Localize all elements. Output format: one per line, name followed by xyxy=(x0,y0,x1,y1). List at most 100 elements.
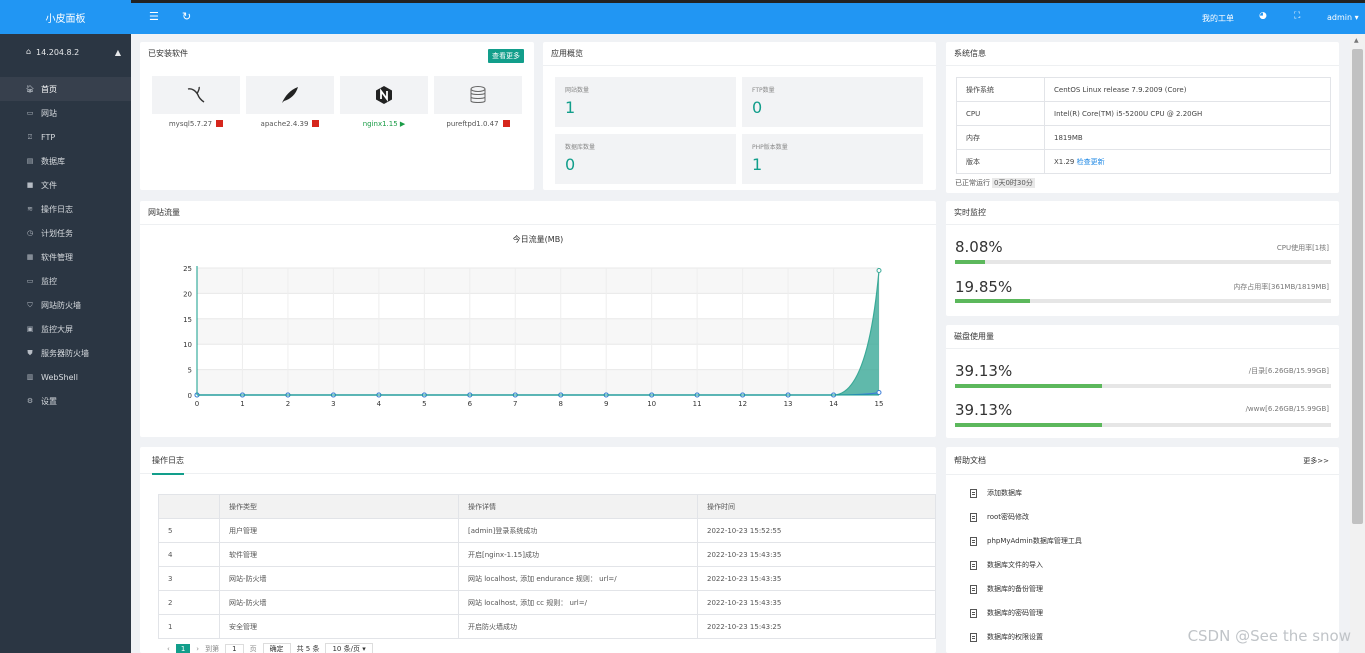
fullscreen-icon[interactable]: ⛶ xyxy=(1294,11,1301,21)
version-value: X1.29 xyxy=(1054,157,1075,166)
folder-icon: ■ xyxy=(26,181,34,189)
sidebar-item-website[interactable]: ▭ 网站 xyxy=(0,101,131,125)
help-doc-link[interactable]: 数据库的密码管理 xyxy=(970,608,1043,618)
overview-card-php[interactable]: PHP版本数量 1 xyxy=(742,134,923,184)
disk-www-label: /www[6.26GB/15.99GB] xyxy=(1245,405,1329,413)
page-unit-label: 页 xyxy=(249,645,257,653)
operation-log-table: 操作类型 操作详情 操作时间 5 用户管理 [admin]登录系统成功 2022-10… xyxy=(158,494,936,639)
help-doc-link[interactable]: phpMyAdmin数据库管理工具 xyxy=(970,536,1082,546)
goto-page-input[interactable]: 1 xyxy=(225,644,244,653)
sidebar-item-label: 文件 xyxy=(41,180,57,190)
cell-type: 安全管理 xyxy=(219,614,459,639)
total-count: 共 5 条 xyxy=(296,645,320,653)
column-header: 操作时间 xyxy=(697,494,936,519)
sidebar-item-label: WebShell xyxy=(41,372,78,382)
cell-type: 网站-防火墙 xyxy=(219,566,459,591)
username: admin xyxy=(1327,13,1353,22)
table-row: 2 网站-防火墙 网站 localhost, 添加 cc 规则： url=/2022… xyxy=(158,590,936,615)
document-icon xyxy=(970,536,977,546)
grid-band xyxy=(197,268,879,294)
server-selector[interactable]: ⌂ 14.204.8.2 ▲ xyxy=(0,37,131,67)
x-tick-label: 2 xyxy=(286,400,290,408)
running-play-icon[interactable]: ▶ xyxy=(399,120,406,128)
view-more-button[interactable]: 查看更多 xyxy=(488,49,524,63)
panel-title: 帮助文档 xyxy=(946,447,1339,475)
goto-confirm-button[interactable]: 确定 xyxy=(262,643,291,653)
x-tick-label: 3 xyxy=(331,400,335,408)
card-value: 0 xyxy=(565,155,576,174)
card-value: 0 xyxy=(752,98,763,117)
overview-card-databases[interactable]: 数据库数量 0 xyxy=(555,134,736,184)
mysql-card[interactable] xyxy=(152,76,240,114)
stopped-icon[interactable] xyxy=(502,120,510,127)
cell-id: 1 xyxy=(158,614,220,639)
sidebar-item-cron[interactable]: ◷ 计划任务 xyxy=(0,221,131,245)
sidebar-item-label: 软件管理 xyxy=(41,252,73,262)
card-label: FTP数量 xyxy=(752,87,775,94)
overview-card-ftp[interactable]: FTP数量 0 xyxy=(742,77,923,127)
document-icon xyxy=(970,488,977,498)
sidebar-item-label: 操作日志 xyxy=(41,204,73,214)
caret-up-icon: ▲ xyxy=(114,47,121,57)
cpu-usage-bar xyxy=(955,260,1331,264)
current-page[interactable]: 1 xyxy=(175,644,191,653)
document-icon xyxy=(970,584,977,594)
help-doc-link[interactable]: 数据库文件的导入 xyxy=(970,560,1043,570)
help-doc-link[interactable]: 数据库的权限设置 xyxy=(970,632,1043,642)
server-ip: 14.204.8.2 xyxy=(36,47,80,57)
user-menu[interactable]: admin ▾ xyxy=(1327,13,1359,22)
stopped-icon[interactable] xyxy=(312,120,320,127)
pureftpd-card[interactable] xyxy=(434,76,522,114)
stopped-icon[interactable] xyxy=(216,120,224,127)
document-icon xyxy=(970,632,977,642)
tab-operation-log[interactable]: 操作日志 xyxy=(152,455,184,475)
y-tick-label: 15 xyxy=(183,316,192,324)
page-scrollbar[interactable]: ▲ xyxy=(1350,34,1365,653)
my-tickets-link[interactable]: 我的工单 xyxy=(1202,14,1234,23)
apache-name: apache2.4.39 xyxy=(240,120,340,128)
sidebar-item-webshell[interactable]: ▥ WebShell xyxy=(0,365,131,389)
help-docs-panel: 帮助文档 更多>> 添加数据库 root密码修改 phpMyAdmin数据库管理… xyxy=(946,447,1339,653)
sidebar-item-database[interactable]: ▤ 数据库 xyxy=(0,149,131,173)
nginx-icon xyxy=(376,86,392,104)
check-update-link[interactable]: 检查更新 xyxy=(1076,157,1105,166)
sidebar-item-waf[interactable]: ⛉ 网站防火墙 xyxy=(0,293,131,317)
app-logo[interactable]: 小皮面板 xyxy=(0,0,131,34)
apache-card[interactable] xyxy=(246,76,334,114)
cell-time: 2022-10-23 15:43:35 xyxy=(697,542,936,567)
table-row: CPU Intel(R) Core(TM) i5-5200U CPU @ 2.20… xyxy=(956,101,1331,126)
help-more-link[interactable]: 更多>> xyxy=(1303,457,1329,465)
sidebar-item-dashboard[interactable]: ▣ 监控大屏 xyxy=(0,317,131,341)
sidebar-item-home[interactable]: 🏠︎ 首页 xyxy=(0,77,131,101)
cpu-usage-fill xyxy=(955,260,986,264)
x-tick-label: 5 xyxy=(422,400,426,408)
nginx-card[interactable] xyxy=(340,76,428,114)
y-tick-label: 5 xyxy=(188,367,192,375)
sidebar-item-ftp[interactable]: ⍁ FTP xyxy=(0,125,131,149)
cpu-usage-label: CPU使用率[1核] xyxy=(1276,244,1329,252)
log-icon: ≋ xyxy=(27,205,33,213)
help-doc-link[interactable]: 添加数据库 xyxy=(970,488,1022,498)
sidebar-item-monitor[interactable]: ▭ 监控 xyxy=(0,269,131,293)
sidebar-item-label: 数据库 xyxy=(41,156,65,166)
sidebar: 小皮面板 ⌂ 14.204.8.2 ▲ 🏠︎ 首页 ▭ 网站 ⍁ FTP ▤ 数据库 ■… xyxy=(0,0,131,653)
x-tick-label: 10 xyxy=(647,400,656,408)
sidebar-item-settings[interactable]: ⚙ 设置 xyxy=(0,389,131,413)
sidebar-item-software[interactable]: ▦ 软件管理 xyxy=(0,245,131,269)
prev-page-button[interactable]: ‹ xyxy=(167,645,170,653)
refresh-icon[interactable]: ↻ xyxy=(182,10,192,23)
sidebar-item-server-firewall[interactable]: ⛊ 服务器防火墙 xyxy=(0,341,131,365)
sidebar-item-logs[interactable]: ≋ 操作日志 xyxy=(0,197,131,221)
overview-card-sites[interactable]: 网站数量 1 xyxy=(555,77,736,127)
sidebar-item-files[interactable]: ■ 文件 xyxy=(0,173,131,197)
per-page-select[interactable]: 10 条/页 ▾ xyxy=(325,643,373,653)
help-doc-link[interactable]: root密码修改 xyxy=(970,512,1029,522)
column-header: 操作类型 xyxy=(219,494,459,519)
next-page-button[interactable]: › xyxy=(196,645,200,653)
palette-icon[interactable]: ◕ xyxy=(1259,11,1267,21)
scrollbar-thumb[interactable] xyxy=(1352,49,1363,524)
help-doc-link[interactable]: 数据库的备份管理 xyxy=(970,584,1043,594)
cell-detail: 开启[nginx-1.15]成功 xyxy=(458,542,698,567)
scroll-up-arrow-icon[interactable]: ▲ xyxy=(1354,37,1359,44)
menu-toggle-icon[interactable]: ☰ xyxy=(149,10,159,23)
